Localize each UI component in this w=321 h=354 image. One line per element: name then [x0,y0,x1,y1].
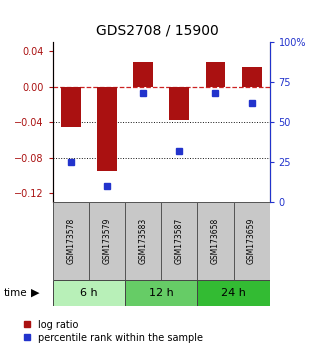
Text: 12 h: 12 h [149,288,174,298]
Text: GSM173578: GSM173578 [66,218,75,264]
Bar [53,202,89,280]
Legend: log ratio, percentile rank within the sample: log ratio, percentile rank within the sa… [24,320,203,343]
Text: 24 h: 24 h [221,288,246,298]
Text: GSM173579: GSM173579 [103,217,112,264]
Bar [197,202,233,280]
Bar [197,280,270,306]
Bar [89,202,125,280]
Text: GSM173659: GSM173659 [247,217,256,264]
Bar [169,87,189,120]
Bar [61,87,81,127]
Text: time: time [3,288,27,298]
Bar [97,87,117,171]
Text: GSM173587: GSM173587 [175,218,184,264]
Bar [205,62,225,87]
Text: GDS2708 / 15900: GDS2708 / 15900 [96,23,219,37]
Bar [53,280,125,306]
Bar [161,202,197,280]
Text: GSM173583: GSM173583 [139,218,148,264]
Text: 6 h: 6 h [80,288,98,298]
Bar [133,62,153,87]
Text: GSM173658: GSM173658 [211,218,220,264]
Bar [125,280,197,306]
Bar [125,202,161,280]
Bar [234,202,270,280]
Bar [242,67,262,87]
Text: ▶: ▶ [30,288,39,298]
